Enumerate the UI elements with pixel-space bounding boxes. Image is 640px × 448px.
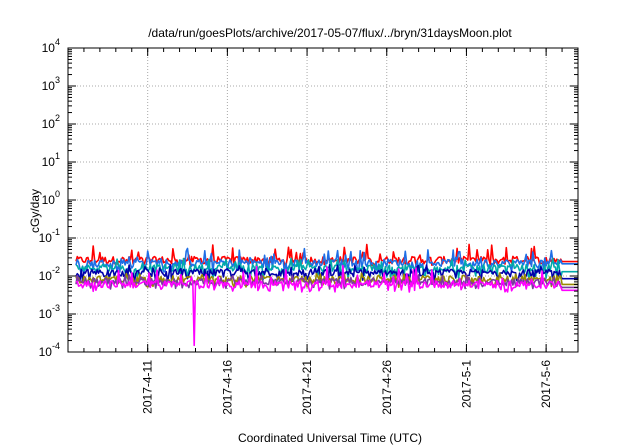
data-series [75,243,578,347]
y-tick-label: 101 [42,151,60,169]
y-tick-exponent: 4 [55,37,60,47]
y-tick-exponent: 0 [55,189,60,199]
x-tick-label: 2017-4-16 [220,360,234,415]
y-tick-label: 10-2 [39,265,60,283]
y-tick-exponent: -4 [52,341,60,351]
y-tick-label: 10-4 [39,341,60,359]
y-tick-exponent: 2 [55,113,60,123]
y-tick-exponent: -1 [52,227,60,237]
series-line-7 [75,264,578,347]
x-tick-label: 2017-4-26 [380,360,394,415]
y-tick-label: 102 [42,113,60,131]
y-tick-exponent: 3 [55,75,60,85]
y-tick-label: 100 [42,189,60,207]
y-axis-label: cGy/day [28,189,42,233]
y-tick-exponent: -2 [52,265,60,275]
x-tick-label: 2017-5-6 [539,360,553,408]
x-tick-label: 2017-4-11 [141,360,155,414]
y-tick-exponent: 1 [55,151,60,161]
x-axis-label: Coordinated Universal Time (UTC) [238,431,422,445]
x-tick-label: 2017-4-21 [300,360,314,415]
grid [68,48,578,352]
x-ticks: 2017-4-11 2017-4-16 2017-4-21 2017-4-26 2017… [83,48,563,415]
series-line-2 [75,247,578,275]
y-tick-label: 104 [42,37,60,55]
y-ticks: 10-4 10-3 10-2 1 0 -1 100 101 102 103 104 [39,37,578,359]
series-line-6 [75,273,578,290]
y-tick-label: 10-3 [39,303,60,321]
x-tick-label: 2017-5-1 [459,360,473,408]
y-tick-label: 103 [42,75,60,93]
y-tick-exponent: -3 [52,303,60,313]
chart-title: /data/run/goesPlots/archive/2017-05-07/f… [148,26,512,40]
